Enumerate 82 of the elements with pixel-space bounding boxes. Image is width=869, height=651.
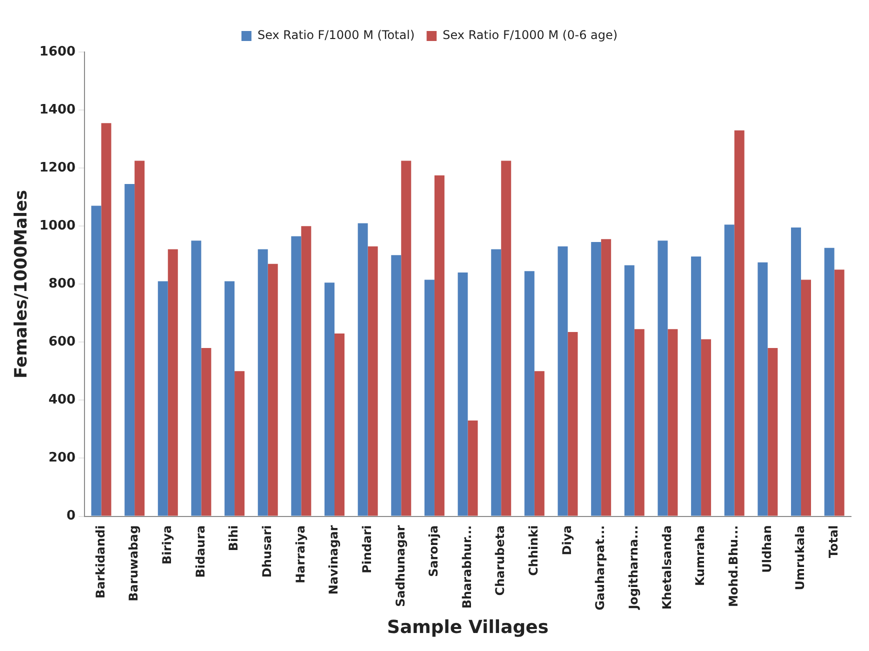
y-tick-label: 1400: [39, 102, 76, 118]
y-tick-label: 1600: [39, 44, 76, 60]
bar: [291, 236, 302, 516]
x-tick-label: Kumraha: [693, 525, 708, 586]
x-tick-label: Baruwabag: [126, 525, 141, 602]
bar: [168, 249, 178, 516]
bar: [501, 160, 512, 516]
bar: [134, 160, 145, 516]
bar: [668, 329, 678, 516]
x-tick-label: Sadhunagar: [393, 525, 408, 607]
bar: [324, 282, 334, 516]
y-axis-title: Females/1000Males: [12, 190, 32, 378]
bar: [658, 240, 668, 516]
bar: [234, 371, 245, 516]
x-tick-label: Khetalsanda: [660, 525, 674, 610]
x-tick-label: Total: [826, 525, 840, 558]
x-tick-label: Harraiya: [293, 525, 308, 584]
bar: [458, 272, 468, 516]
bar: [368, 246, 378, 516]
bar: [834, 270, 844, 516]
bar: [201, 348, 212, 516]
bar: [801, 280, 812, 516]
legend-label: Sex Ratio F/1000 M (Total): [257, 28, 415, 42]
y-tick-label: 800: [48, 276, 76, 292]
bar: [691, 256, 702, 516]
bar: [391, 255, 402, 516]
bar: [401, 160, 412, 516]
bar: [601, 239, 612, 516]
bar: [701, 339, 712, 516]
x-tick-label: Jogitharna...: [626, 525, 641, 610]
y-tick-label: 1200: [39, 160, 76, 176]
bar: [558, 246, 568, 516]
bar: [101, 123, 112, 516]
bar: [268, 264, 278, 516]
y-tick-label: 1000: [39, 218, 76, 234]
x-tick-label: Diya: [560, 525, 574, 556]
bar: [124, 184, 135, 516]
x-tick-label: Pindari: [360, 525, 374, 574]
x-tick-label: Navinagar: [326, 525, 341, 595]
bar: [91, 206, 102, 516]
bar: [734, 130, 744, 516]
bar: [301, 226, 312, 516]
bar: [358, 223, 368, 516]
bar: [158, 281, 168, 516]
bar: [791, 228, 802, 516]
bar: [491, 249, 502, 516]
bar: [534, 371, 544, 516]
bar: [524, 271, 534, 516]
x-tick-label: Barkidandi: [93, 525, 108, 598]
x-axis-title: Sample Villages: [387, 616, 549, 638]
bar: [724, 224, 734, 516]
bar: [468, 420, 478, 516]
bar: [591, 242, 602, 516]
bar: [434, 175, 444, 516]
x-tick-label: Bharabhur...: [460, 525, 474, 609]
bar: [191, 240, 202, 516]
y-tick-label: 400: [48, 392, 76, 408]
x-tick-label: Charubeta: [493, 525, 508, 596]
x-tick-label: Uldhan: [760, 525, 774, 573]
bar: [758, 262, 768, 516]
bar: [224, 281, 235, 516]
x-tick-label: Mohd.Bhu...: [726, 525, 740, 608]
x-tick-label: Gauharpat...: [593, 525, 608, 610]
bar: [568, 332, 578, 516]
x-tick-label: Bidaura: [193, 525, 208, 578]
bar: [334, 333, 344, 516]
bar: [424, 280, 434, 516]
bar: [768, 348, 778, 516]
x-tick-label: Bihi: [226, 525, 241, 552]
bar: [624, 265, 634, 516]
x-tick-label: Saronja: [426, 525, 441, 577]
bar: [258, 249, 268, 516]
x-tick-label: Dhusari: [260, 525, 274, 578]
y-tick-label: 200: [48, 450, 76, 466]
legend-label: Sex Ratio F/1000 M (0-6 age): [442, 28, 618, 42]
x-tick-label: Biriya: [160, 525, 174, 564]
bar: [634, 329, 644, 516]
x-tick-label: Umrukala: [793, 525, 808, 590]
y-tick-label: 0: [66, 508, 76, 524]
bar: [824, 248, 834, 516]
x-tick-label: Chhinki: [526, 525, 541, 576]
y-tick-label: 600: [48, 334, 76, 350]
